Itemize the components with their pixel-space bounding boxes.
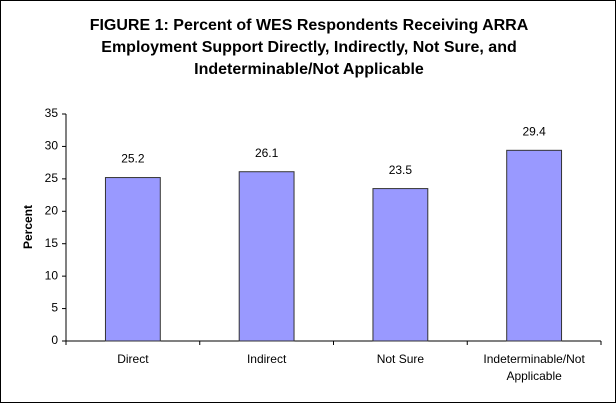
y-tick-label: 20 [45,203,59,217]
y-tick-label: 35 [45,106,59,120]
y-tick-label: 10 [45,268,59,282]
x-tick-label: Direct [117,352,149,366]
chart-title: Indeterminable/Not Applicable [194,61,424,78]
bar [238,171,295,342]
bar [104,177,161,342]
value-label: 23.5 [389,163,413,177]
x-tick-label: Indirect [246,352,287,366]
y-tick-label: 30 [45,139,59,153]
value-label: 26.1 [255,146,279,160]
y-axis-label: Percent [21,205,35,249]
chart-title: Employment Support Directly, Indirectly,… [101,39,516,56]
x-tick-label: Indeterminable/Not Applicable [483,352,585,383]
value-label: 25.2 [121,152,145,166]
chart-title: FIGURE 1: Percent of WES Respondents Rec… [90,17,529,34]
y-tick-label: 0 [51,333,58,347]
x-tick-label: Not Sure [376,352,425,366]
y-tick-label: 25 [45,171,59,185]
value-label: 29.4 [522,124,546,138]
bar [506,149,563,342]
bar [372,188,429,342]
y-tick-label: 5 [51,301,58,315]
y-tick-label: 15 [45,236,59,250]
